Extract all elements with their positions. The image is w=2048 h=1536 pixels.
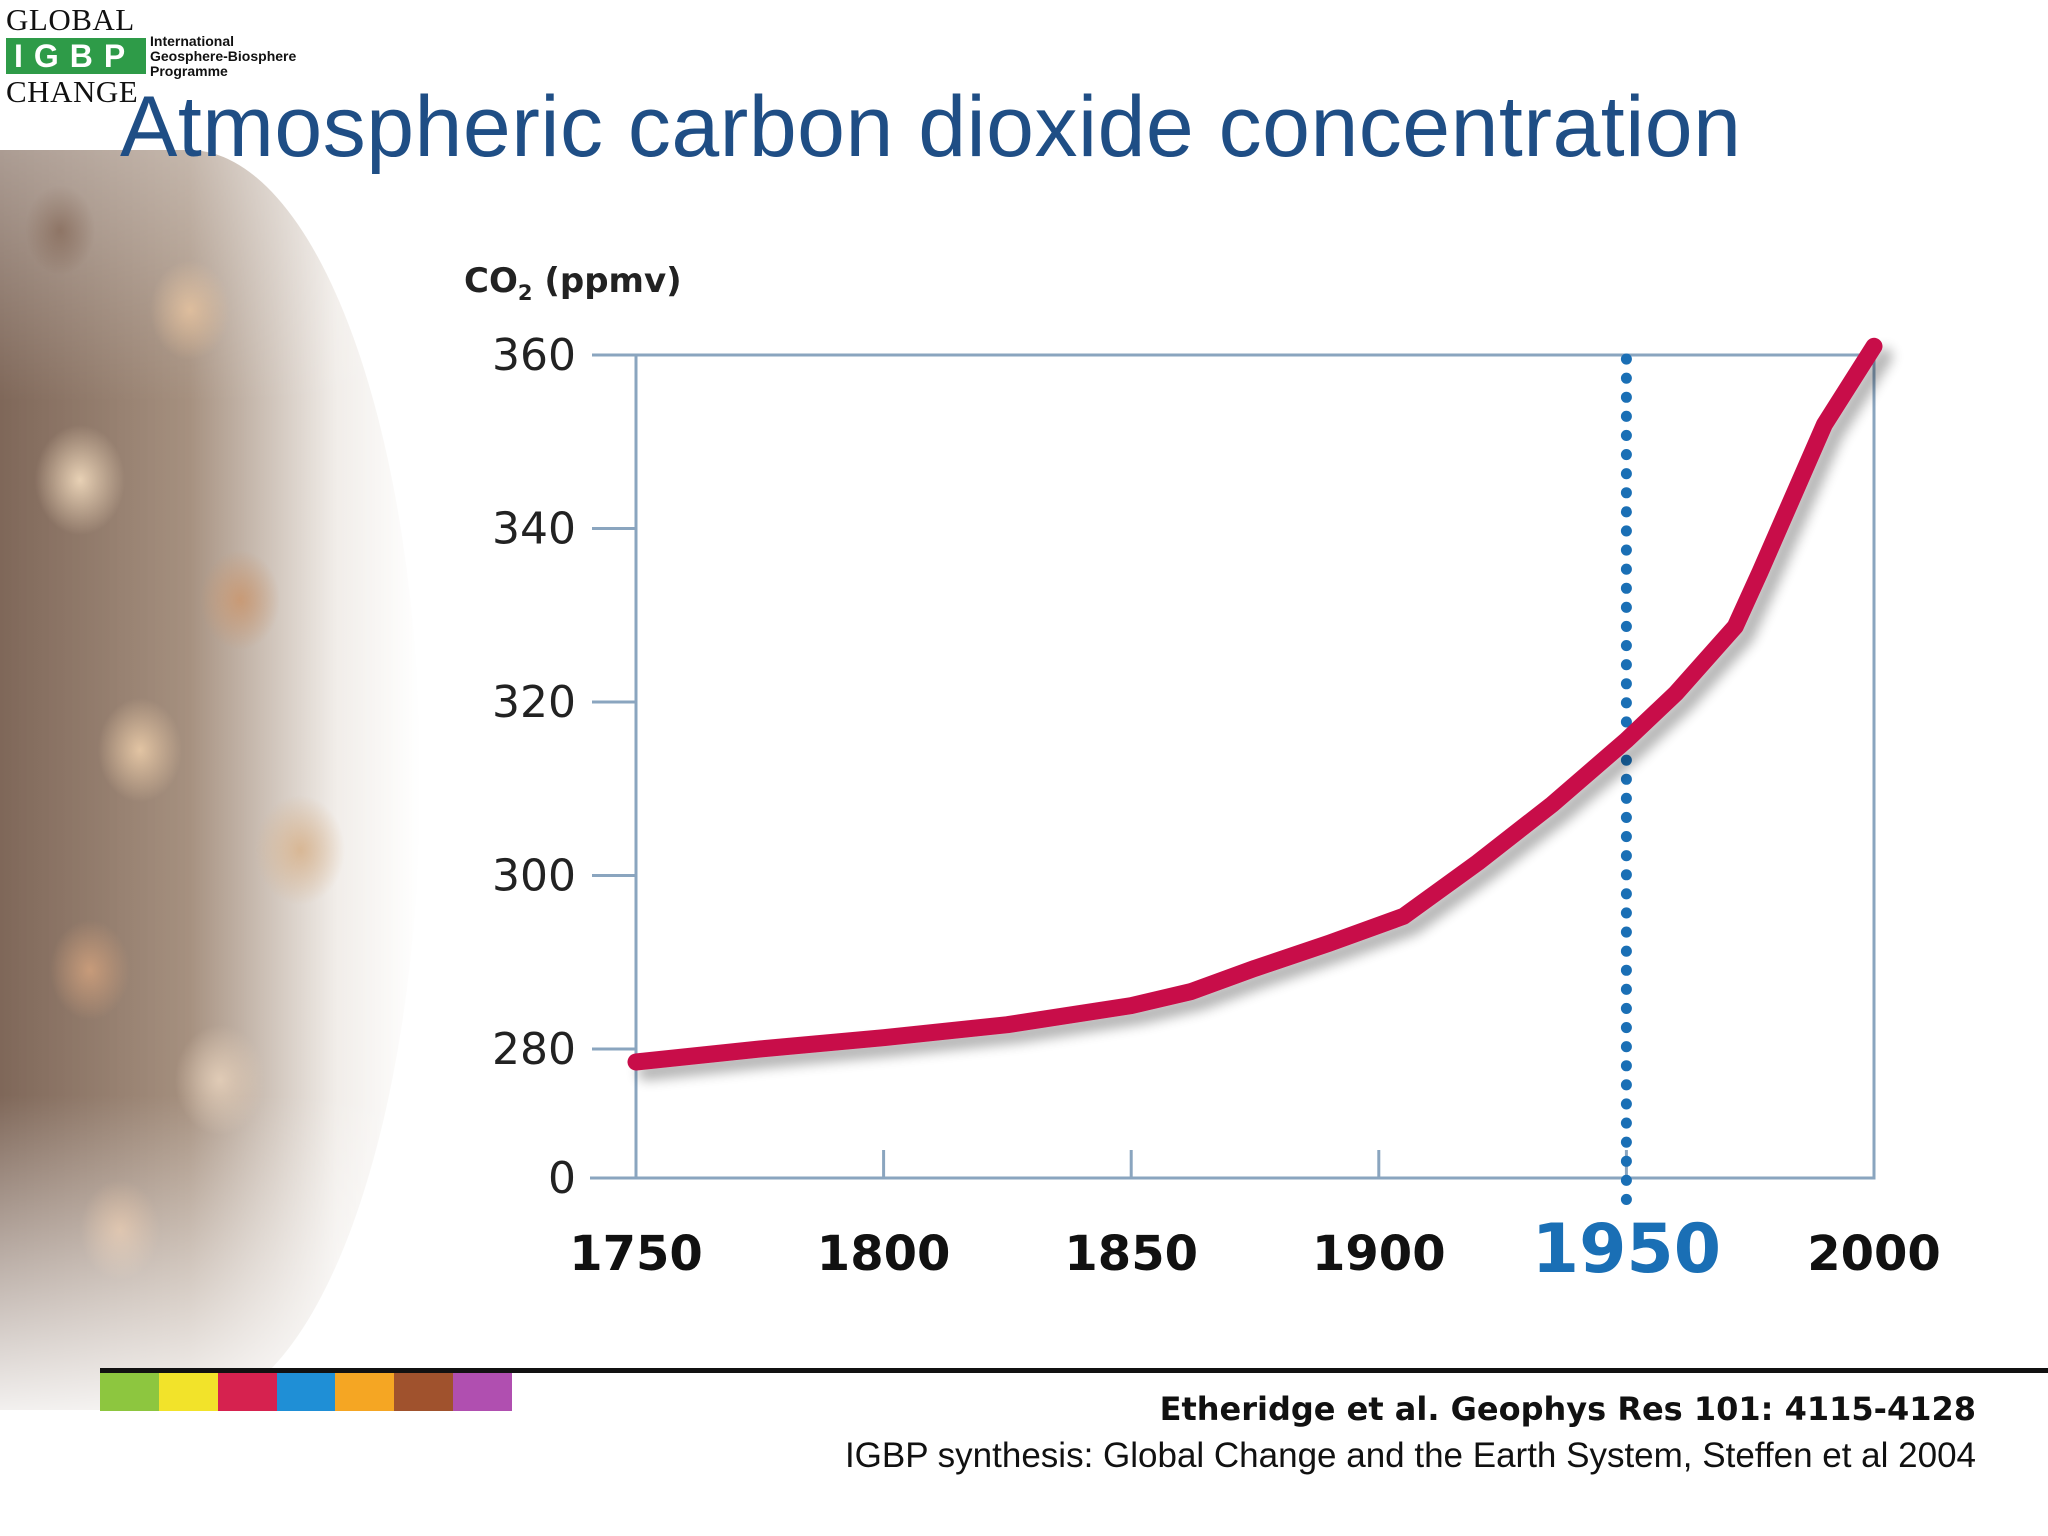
- logo-change-text: CHANGE: [6, 74, 139, 109]
- footer-divider: [100, 1368, 2048, 1373]
- y-tick-label: 0: [548, 1153, 576, 1204]
- color-strip-swatch: [394, 1373, 454, 1411]
- logo-subtitle: International Geosphere-Biosphere Progra…: [150, 34, 330, 79]
- color-strip-swatch: [453, 1373, 513, 1411]
- co2-series-line: [627, 337, 1883, 1071]
- x-tick-label: 1900: [1312, 1226, 1446, 1282]
- y-tick-label: 340: [492, 504, 576, 555]
- y-axis-label-prefix: CO: [464, 261, 518, 301]
- color-strip-swatch: [276, 1373, 336, 1411]
- y-tick-label: 300: [492, 851, 576, 902]
- slide-title: Atmospheric carbon dioxide concentration: [120, 79, 1742, 175]
- igbp-color-strip: [100, 1373, 513, 1411]
- color-strip-swatch: [217, 1373, 277, 1411]
- y-tick-label: 280: [492, 1024, 576, 1075]
- color-strip-swatch: [158, 1373, 218, 1411]
- x-tick-label-highlight: 1950: [1532, 1210, 1721, 1289]
- logo-subtitle-line: International: [150, 33, 235, 49]
- color-strip-swatch: [335, 1373, 395, 1411]
- plot-frame: [634, 353, 1876, 1180]
- crowd-photo-fade: [0, 150, 430, 1410]
- logo-subtitle-line: Programme: [150, 63, 228, 79]
- y-axis-label: CO2 (ppmv): [464, 261, 682, 305]
- citation-primary: Etheridge et al. Geophys Res 101: 4115-4…: [1159, 1390, 1976, 1428]
- x-tick-label: 1800: [817, 1226, 951, 1282]
- x-axis: 1750 1800 1850 1900 1950 2000: [569, 1150, 1941, 1289]
- y-axis: 0 280 300 320 340 360: [492, 330, 636, 1204]
- y-axis-label-subscript: 2: [518, 281, 533, 305]
- igbp-logo: GLOBAL IGBP International Geosphere-Bios…: [4, 2, 324, 109]
- x-tick-label: 2000: [1807, 1226, 1941, 1282]
- y-tick-label: 360: [492, 330, 576, 381]
- x-tick-label: 1750: [569, 1226, 703, 1282]
- logo-igbp-mark: IGBP: [6, 38, 146, 74]
- color-strip-swatch: [100, 1373, 159, 1411]
- y-axis-label-suffix: (ppmv): [532, 261, 681, 301]
- x-tick-label: 1850: [1064, 1226, 1198, 1282]
- logo-global-text: GLOBAL: [6, 2, 135, 37]
- logo-subtitle-line: Geosphere-Biosphere: [150, 48, 297, 64]
- y-tick-label: 320: [492, 677, 576, 728]
- citation-secondary: IGBP synthesis: Global Change and the Ea…: [844, 1436, 1976, 1475]
